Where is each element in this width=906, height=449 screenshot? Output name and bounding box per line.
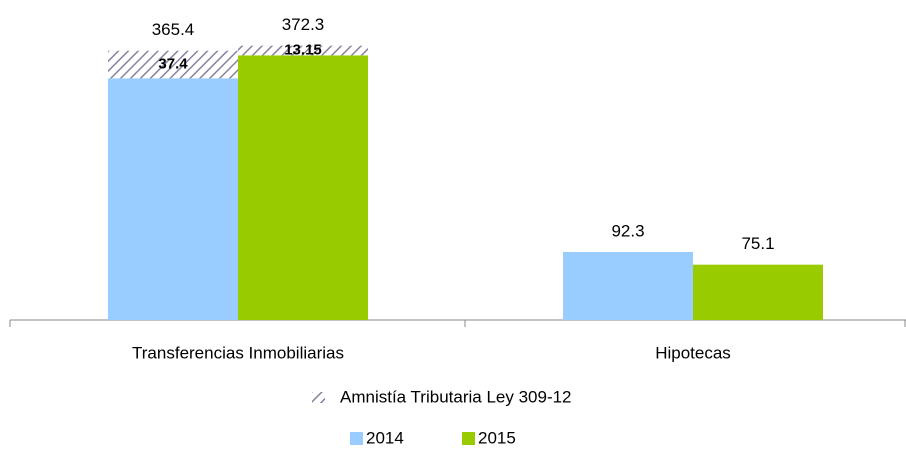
legend-label: Amnistía Tributaria Ley 309-12 — [340, 387, 572, 406]
value-label: 372.3 — [282, 15, 325, 34]
segment-label: 13.15 — [284, 41, 322, 58]
value-label: 365.4 — [152, 20, 195, 39]
bar — [108, 78, 238, 320]
legend-swatch — [312, 392, 325, 403]
amnesty-segment — [238, 45, 368, 56]
bar — [563, 251, 693, 320]
bar — [238, 55, 368, 320]
value-label: 75.1 — [741, 234, 774, 253]
bar — [693, 264, 823, 320]
amnesty-segment — [108, 50, 238, 79]
legend-swatch — [462, 432, 475, 445]
legend-label: 2015 — [478, 428, 516, 447]
legend-label: 2014 — [366, 428, 404, 447]
segment-label: 37.4 — [158, 56, 188, 73]
legend-swatch — [350, 432, 363, 445]
value-label: 92.3 — [611, 221, 644, 240]
x-tick-label: Hipotecas — [655, 343, 731, 362]
x-tick-label: Transferencias Inmobiliarias — [132, 343, 344, 362]
